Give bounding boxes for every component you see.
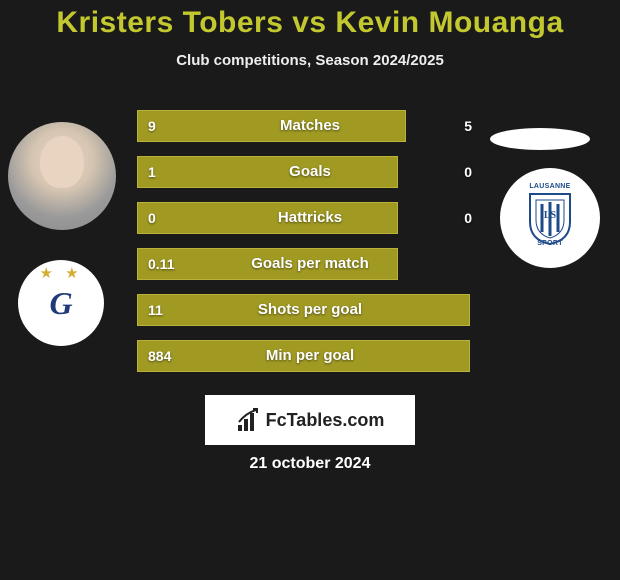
page-title: Kristers Tobers vs Kevin Mouanga [0,0,620,40]
stat-row: Hattricks0 0 [0,202,620,234]
bar-track: Goals per match [137,248,483,280]
bar-left [137,156,310,188]
stat-row: Matches9 5 [0,110,620,142]
bar-track: Hattricks [137,202,483,234]
stat-row: Goals per match0.11 [0,248,620,280]
stat-value-left: 1 [148,156,156,188]
bar-right [310,294,470,326]
bar-right [310,248,398,280]
stat-value-left: 0 [148,202,156,234]
stat-row: Goals1 0 [0,156,620,188]
page-subtitle: Club competitions, Season 2024/2025 [0,52,620,69]
stat-row: Min per goal884 [0,340,620,372]
brand-text: FcTables.com [266,410,385,431]
brand-box: FcTables.com [205,395,415,445]
bar-track: Min per goal [137,340,483,372]
footer-date: 21 october 2024 [0,455,620,473]
bar-left [137,202,310,234]
fctables-logo-icon [236,407,262,433]
bar-right [310,156,398,188]
bar-track: Shots per goal [137,294,483,326]
stat-value-left: 11 [148,294,163,326]
bar-right [310,110,406,142]
stat-value-right: 0 [464,156,472,188]
stat-row: Shots per goal11 [0,294,620,326]
bar-right [310,340,470,372]
stat-value-left: 9 [148,110,156,142]
bar-left [137,110,310,142]
bar-track: Goals [137,156,483,188]
comparison-chart: Matches95Goals10Hattricks00Goals per mat… [0,110,620,386]
bar-track: Matches [137,110,483,142]
stat-value-right: 0 [464,202,472,234]
stat-value-right: 5 [464,110,472,142]
stat-value-left: 0.11 [148,248,174,280]
bar-right [310,202,398,234]
stat-value-left: 884 [148,340,171,372]
